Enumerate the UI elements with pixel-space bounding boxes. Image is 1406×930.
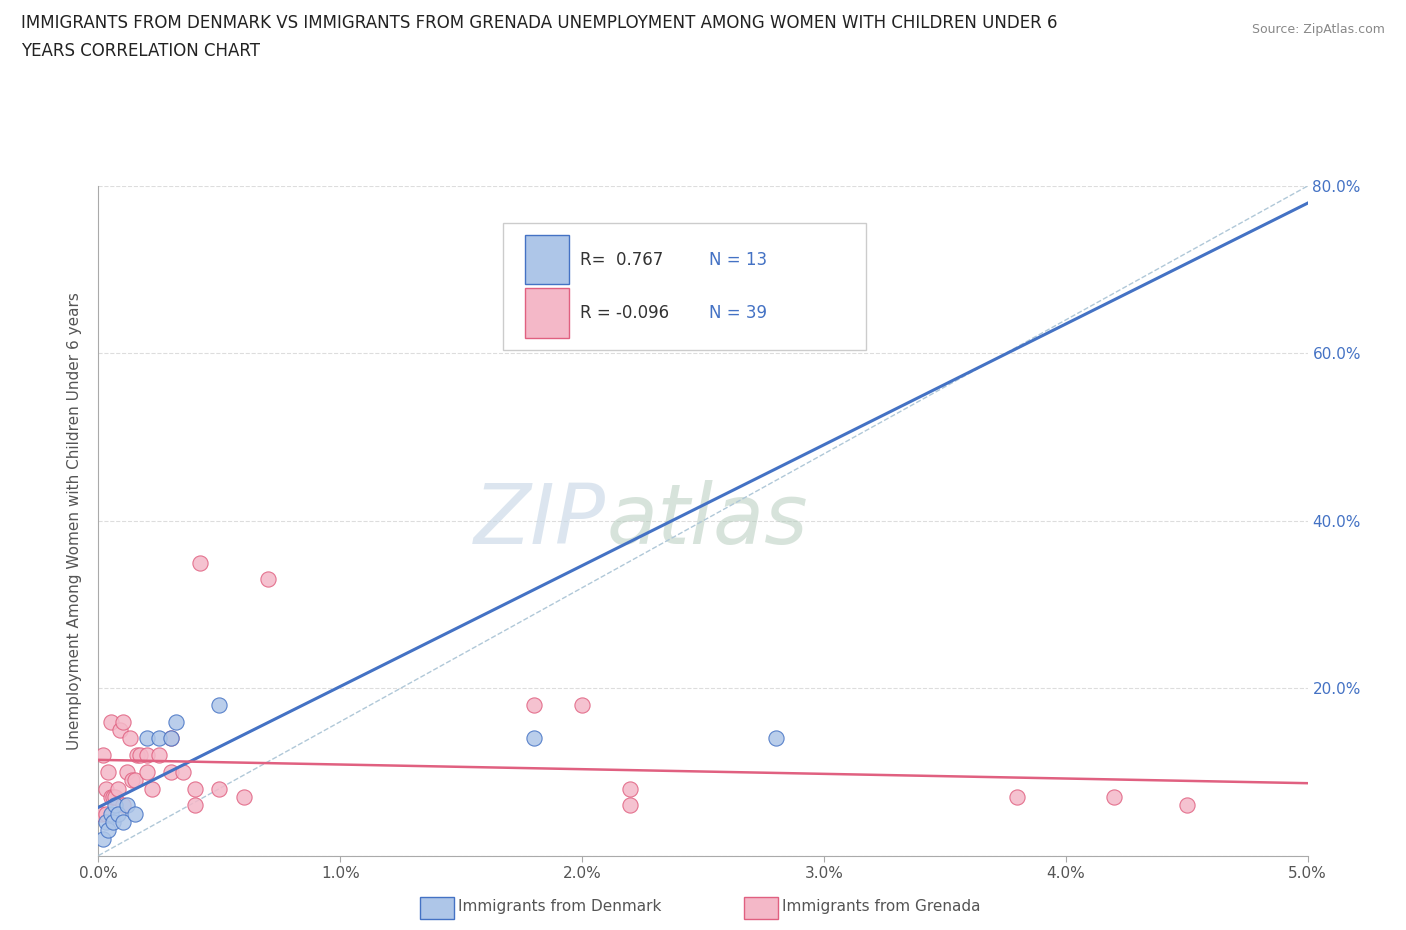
Point bbox=[160, 764, 183, 779]
Point bbox=[523, 698, 546, 712]
Point bbox=[111, 798, 134, 813]
Point bbox=[765, 731, 787, 746]
Point bbox=[148, 731, 170, 746]
Point bbox=[97, 764, 120, 779]
Point bbox=[135, 764, 157, 779]
Point bbox=[111, 815, 134, 830]
Point bbox=[165, 714, 187, 729]
Point bbox=[232, 790, 254, 804]
Point bbox=[127, 748, 149, 763]
Point bbox=[619, 781, 641, 796]
Text: R = -0.096: R = -0.096 bbox=[579, 304, 669, 322]
Point bbox=[121, 773, 143, 788]
FancyBboxPatch shape bbox=[503, 223, 866, 350]
Y-axis label: Unemployment Among Women with Children Under 6 years: Unemployment Among Women with Children U… bbox=[67, 292, 83, 750]
Point bbox=[107, 806, 129, 821]
Text: Source: ZipAtlas.com: Source: ZipAtlas.com bbox=[1251, 23, 1385, 36]
Point bbox=[571, 698, 593, 712]
Point bbox=[101, 790, 124, 804]
Text: IMMIGRANTS FROM DENMARK VS IMMIGRANTS FROM GRENADA UNEMPLOYMENT AMONG WOMEN WITH: IMMIGRANTS FROM DENMARK VS IMMIGRANTS FR… bbox=[21, 14, 1057, 32]
Point bbox=[188, 555, 211, 570]
Point bbox=[148, 748, 170, 763]
Point bbox=[141, 781, 163, 796]
Point bbox=[118, 731, 141, 746]
Point bbox=[97, 823, 120, 838]
Text: atlas: atlas bbox=[606, 480, 808, 562]
Point bbox=[128, 748, 150, 763]
Point bbox=[107, 781, 129, 796]
Point bbox=[184, 781, 207, 796]
Point bbox=[619, 798, 641, 813]
Point bbox=[124, 806, 146, 821]
Text: Immigrants from Grenada: Immigrants from Grenada bbox=[782, 899, 980, 914]
Point bbox=[619, 312, 641, 327]
Point bbox=[104, 790, 127, 804]
Point bbox=[100, 714, 122, 729]
Text: ZIP: ZIP bbox=[474, 480, 606, 562]
Point bbox=[117, 798, 139, 813]
FancyBboxPatch shape bbox=[526, 235, 569, 285]
FancyBboxPatch shape bbox=[526, 288, 569, 338]
Point bbox=[108, 723, 131, 737]
Point bbox=[135, 731, 157, 746]
Point bbox=[90, 806, 112, 821]
Point bbox=[91, 831, 114, 846]
Point bbox=[100, 790, 122, 804]
Point bbox=[135, 748, 157, 763]
Text: YEARS CORRELATION CHART: YEARS CORRELATION CHART bbox=[21, 42, 260, 60]
Point bbox=[104, 798, 127, 813]
Point bbox=[160, 731, 183, 746]
Text: Immigrants from Denmark: Immigrants from Denmark bbox=[458, 899, 662, 914]
Point bbox=[1175, 798, 1198, 813]
Text: N = 39: N = 39 bbox=[709, 304, 768, 322]
Point bbox=[94, 815, 117, 830]
Point bbox=[117, 764, 139, 779]
Point bbox=[91, 748, 114, 763]
Point bbox=[523, 731, 546, 746]
Point bbox=[101, 815, 124, 830]
Point bbox=[160, 731, 183, 746]
Point bbox=[111, 714, 134, 729]
Point bbox=[208, 698, 231, 712]
Point bbox=[184, 798, 207, 813]
Point bbox=[172, 764, 194, 779]
Point bbox=[124, 773, 146, 788]
Point bbox=[94, 806, 117, 821]
Point bbox=[100, 806, 122, 821]
Text: R=  0.767: R= 0.767 bbox=[579, 251, 662, 269]
Point bbox=[692, 304, 714, 319]
Point bbox=[1007, 790, 1029, 804]
Point bbox=[1102, 790, 1125, 804]
Point bbox=[94, 781, 117, 796]
Point bbox=[256, 572, 278, 587]
Text: N = 13: N = 13 bbox=[709, 251, 768, 269]
Point bbox=[208, 781, 231, 796]
